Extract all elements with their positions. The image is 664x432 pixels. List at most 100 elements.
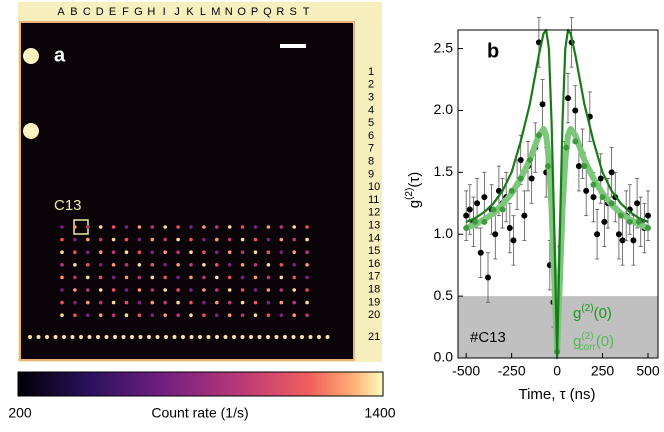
colorbar xyxy=(17,371,384,397)
data-point xyxy=(517,156,524,163)
emitter xyxy=(215,313,219,318)
emitter xyxy=(227,237,232,242)
emitter xyxy=(279,275,284,280)
emitter xyxy=(163,300,167,305)
emitter xyxy=(266,225,271,229)
emitter xyxy=(86,250,90,254)
emitter xyxy=(150,300,155,305)
emitter xyxy=(215,335,219,339)
data-point xyxy=(645,212,651,219)
emitter xyxy=(73,225,77,229)
emitter xyxy=(98,300,103,305)
data-point xyxy=(474,200,481,207)
annotation-arg: (0) xyxy=(596,333,614,350)
emitter xyxy=(111,313,116,318)
emitter xyxy=(202,225,206,229)
emitter xyxy=(240,300,245,305)
x-tick-label: -250 xyxy=(498,363,526,379)
data-point xyxy=(599,194,606,201)
y-axis-label-sup: (2) xyxy=(404,188,415,200)
row-label: 21 xyxy=(368,331,380,343)
row-label: 19 xyxy=(368,296,380,308)
data-point xyxy=(463,225,470,232)
column-label: L xyxy=(200,6,206,18)
emitter xyxy=(73,250,77,254)
emitter xyxy=(305,250,309,254)
emitter xyxy=(111,225,116,229)
emitter xyxy=(305,300,309,305)
emitter xyxy=(60,275,64,280)
emitter xyxy=(137,225,142,229)
data-point xyxy=(492,231,499,238)
emitter xyxy=(232,335,236,339)
data-point xyxy=(506,225,513,232)
emitter xyxy=(73,275,77,280)
data-point xyxy=(526,156,533,163)
emitter xyxy=(266,335,270,339)
row-label: 6 xyxy=(368,130,374,142)
scale-bar xyxy=(280,44,306,48)
emitter xyxy=(240,250,245,254)
data-point xyxy=(517,175,524,182)
emitter xyxy=(124,225,129,229)
emitter xyxy=(253,250,258,254)
emitter xyxy=(164,335,168,339)
emitter xyxy=(215,288,219,292)
row-label: 8 xyxy=(368,156,374,168)
column-label: H xyxy=(147,6,155,18)
annotation-base: g xyxy=(573,333,581,350)
emitter xyxy=(176,250,180,254)
column-label: T xyxy=(303,6,310,18)
emitter xyxy=(111,275,116,280)
data-point xyxy=(645,225,651,232)
data-point xyxy=(615,231,622,238)
emitter xyxy=(124,313,129,318)
emitter xyxy=(279,288,284,292)
emitter xyxy=(98,288,103,292)
emitter xyxy=(124,275,129,280)
row-label: 16 xyxy=(368,258,380,270)
annotation-sup: (2) xyxy=(581,331,593,342)
emitter xyxy=(227,250,232,254)
bright-spot xyxy=(23,48,39,64)
row-label: 7 xyxy=(368,143,374,155)
emitter xyxy=(189,288,193,292)
emitter xyxy=(73,300,77,305)
emitter xyxy=(279,300,284,305)
emitter xyxy=(215,275,219,280)
data-point xyxy=(583,187,590,194)
data-point xyxy=(508,187,515,194)
emitter xyxy=(124,300,129,305)
emitter xyxy=(202,275,206,280)
colorbar-min: 200 xyxy=(8,405,32,421)
emitter xyxy=(137,250,142,254)
emitter xyxy=(73,237,77,242)
emitter xyxy=(137,300,142,305)
emitter xyxy=(253,300,258,305)
emitter xyxy=(73,288,77,292)
emitter xyxy=(137,263,142,267)
emitter xyxy=(305,225,309,229)
emitter xyxy=(155,335,160,339)
y-tick-label: 0.5 xyxy=(434,287,454,303)
row-label: 18 xyxy=(368,284,380,296)
emitter xyxy=(147,335,151,339)
annotation: g(2)(0) xyxy=(573,303,612,322)
emitter xyxy=(86,263,90,267)
emitter xyxy=(124,288,129,292)
emitter xyxy=(227,300,232,305)
annotation-arg: (0) xyxy=(594,305,612,322)
emitter xyxy=(253,313,258,318)
column-label: B xyxy=(70,6,77,18)
emitter xyxy=(111,288,116,292)
data-point xyxy=(635,218,642,225)
x-tick-label: -500 xyxy=(452,363,480,379)
panel-label: b xyxy=(487,40,499,62)
emitter xyxy=(36,335,41,339)
emitter xyxy=(227,263,232,267)
fluorescence-map xyxy=(20,22,354,360)
emitter xyxy=(227,225,232,229)
emitter xyxy=(86,300,90,305)
data-point xyxy=(481,194,488,201)
x-tick-label: 500 xyxy=(636,363,660,379)
